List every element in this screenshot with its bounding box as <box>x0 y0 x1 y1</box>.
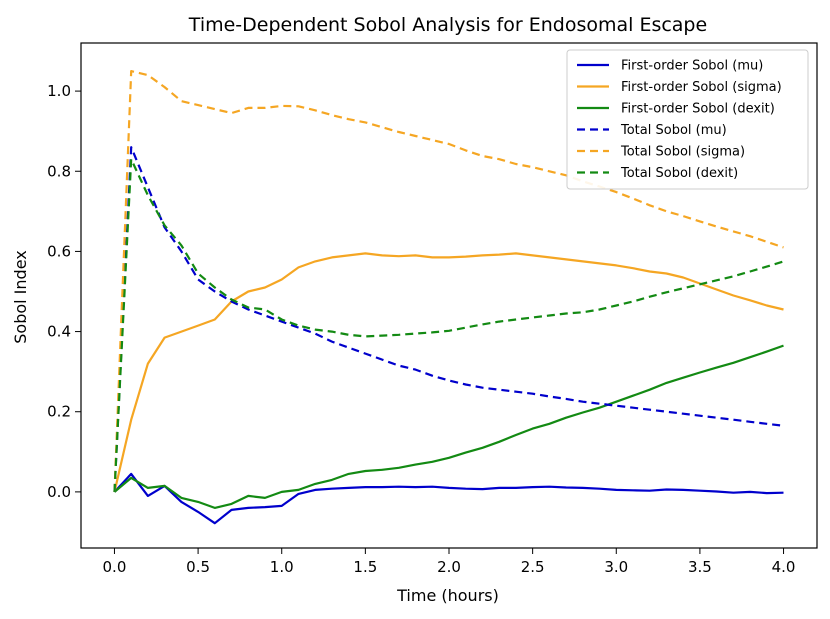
x-tick-label: 1.5 <box>353 558 377 576</box>
legend-entry: Total Sobol (mu) <box>620 123 727 138</box>
x-tick-label: 3.5 <box>688 558 712 576</box>
x-axis-label: Time (hours) <box>396 586 499 605</box>
x-axis: 0.0 0.5 1.0 1.5 2.0 2.5 3.0 3.5 4.0 <box>103 548 796 576</box>
series-lines <box>113 69 784 525</box>
legend-entry: First-order Sobol (mu) <box>621 59 763 74</box>
legend: First-order Sobol (mu) First-order Sobol … <box>566 49 809 190</box>
chart-title: Time-Dependent Sobol Analysis for Endoso… <box>188 14 707 36</box>
y-tick-label: 0.0 <box>47 483 71 501</box>
series-line-4 <box>113 146 784 492</box>
x-tick-label: 4.0 <box>772 558 796 576</box>
y-tick-label: 0.8 <box>47 162 71 180</box>
y-axis-label: Sobol Index <box>11 250 30 343</box>
x-tick-label: 0.5 <box>186 558 210 576</box>
x-tick-label: 1.0 <box>270 558 294 576</box>
legend-entry: Total Sobol (sigma) <box>620 145 745 160</box>
series-line-6 <box>113 158 784 492</box>
series-line-1 <box>113 472 784 525</box>
series-line-3 <box>113 344 784 509</box>
x-tick-label: 3.0 <box>604 558 628 576</box>
x-tick-label: 0.0 <box>103 558 127 576</box>
x-tick-label: 2.5 <box>521 558 545 576</box>
legend-box <box>566 49 809 190</box>
y-tick-label: 0.4 <box>47 323 71 341</box>
y-tick-label: 0.6 <box>47 242 71 260</box>
legend-entry: Total Sobol (dexit) <box>620 166 738 181</box>
series-line-5 <box>113 69 784 492</box>
y-tick-label: 0.2 <box>47 403 71 421</box>
x-tick-label: 2.0 <box>437 558 461 576</box>
legend-entry: First-order Sobol (sigma) <box>621 80 782 95</box>
plot-area <box>80 42 818 549</box>
legend-entry: First-order Sobol (dexit) <box>621 102 775 117</box>
series-line-2 <box>113 252 784 493</box>
y-tick-label: 1.0 <box>47 82 71 100</box>
y-axis: 0.0 0.2 0.4 0.6 0.8 1.0 <box>47 82 81 501</box>
